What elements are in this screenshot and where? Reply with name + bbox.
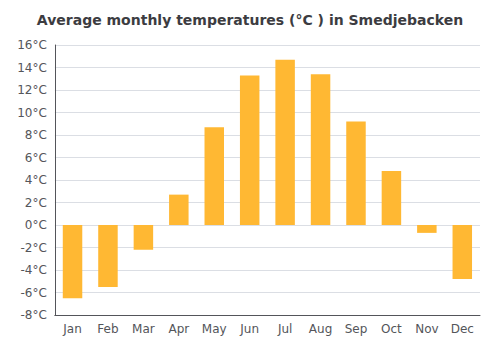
svg-text:Feb: Feb: [97, 322, 118, 336]
svg-text:Dec: Dec: [451, 322, 474, 336]
svg-text:Apr: Apr: [168, 322, 189, 336]
svg-text:4°C: 4°C: [25, 173, 47, 187]
svg-text:14°C: 14°C: [17, 61, 47, 75]
svg-text:8°C: 8°C: [25, 128, 47, 142]
svg-text:Nov: Nov: [415, 322, 438, 336]
svg-text:16°C: 16°C: [17, 38, 47, 52]
svg-text:Oct: Oct: [381, 322, 402, 336]
svg-text:Jan: Jan: [62, 322, 82, 336]
svg-text:12°C: 12°C: [17, 83, 47, 97]
svg-text:Jul: Jul: [277, 322, 292, 336]
svg-text:Sep: Sep: [345, 322, 368, 336]
svg-text:Mar: Mar: [132, 322, 155, 336]
svg-text:Jun: Jun: [239, 322, 259, 336]
svg-text:2°C: 2°C: [25, 196, 47, 210]
svg-text:10°C: 10°C: [17, 106, 47, 120]
svg-text:6°C: 6°C: [25, 151, 47, 165]
svg-text:May: May: [202, 322, 227, 336]
svg-text:-4°C: -4°C: [20, 263, 46, 277]
svg-text:Aug: Aug: [309, 322, 332, 336]
svg-text:-8°C: -8°C: [20, 308, 46, 322]
svg-text:-2°C: -2°C: [20, 241, 46, 255]
svg-text:0°C: 0°C: [25, 218, 47, 232]
svg-text:Average monthly temperatures (: Average monthly temperatures (°C ) in Sm…: [37, 12, 463, 28]
svg-text:-6°C: -6°C: [20, 286, 46, 300]
